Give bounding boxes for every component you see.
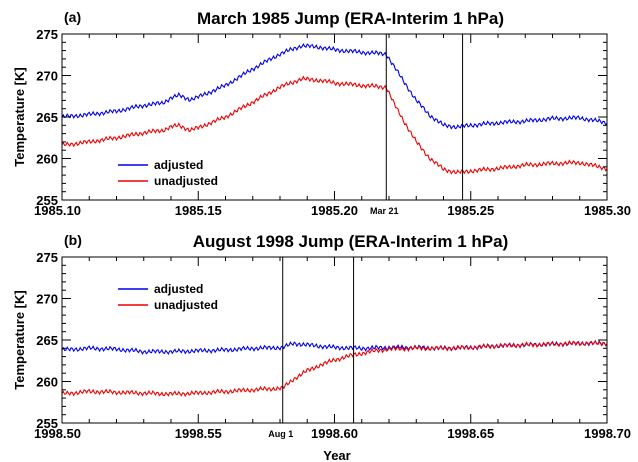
legend-label-adjusted: adjusted: [154, 158, 203, 172]
y-tick-label: 270: [36, 292, 58, 307]
x-tick-label: 1998.60: [311, 426, 358, 441]
y-axis-label: Temperature [K]: [12, 67, 27, 166]
y-tick-label: 265: [36, 110, 58, 125]
x-tick-label: 1998.65: [447, 426, 494, 441]
legend-label-unadjusted: unadjusted: [154, 298, 218, 312]
x-tick-label: 1985.25: [447, 203, 494, 218]
panel-tag: (a): [64, 9, 81, 25]
x-tick-label: 1998.55: [175, 426, 222, 441]
series-line-unadjusted: [62, 339, 607, 398]
event-marker-label: Aug 1: [268, 429, 293, 439]
chart-title: August 1998 Jump (ERA-Interim 1 hPa): [193, 232, 509, 251]
x-tick-label: 1998.50: [34, 426, 81, 441]
series-line-adjusted: [62, 42, 607, 130]
y-tick-label: 275: [36, 27, 58, 42]
x-tick-label: 1998.70: [584, 426, 631, 441]
y-axis-label: Temperature [K]: [12, 290, 27, 389]
x-tick-label: 1985.15: [175, 203, 222, 218]
panel-b: (b) August 1998 Jump (ERA-Interim 1 hPa) T…: [12, 232, 631, 441]
x-tick-label: 1985.20: [311, 203, 358, 218]
series-line-unadjusted: [62, 75, 607, 175]
x-tick-label: 1985.30: [584, 203, 631, 218]
plot-frame: [61, 256, 608, 424]
legend-label-unadjusted: unadjusted: [154, 174, 218, 188]
y-tick-label: 255: [36, 193, 58, 208]
panel-a: (a) March 1985 Jump (ERA-Interim 1 hPa) Te…: [12, 9, 631, 218]
series-line-adjusted: [62, 339, 607, 356]
y-tick-label: 270: [36, 69, 58, 84]
plot-frame: [61, 33, 608, 201]
y-tick-label: 255: [36, 416, 58, 431]
chart-title: March 1985 Jump (ERA-Interim 1 hPa): [197, 9, 504, 28]
y-tick-label: 275: [36, 250, 58, 265]
event-marker-label: Mar 21: [370, 206, 399, 216]
x-axis-label: Year: [323, 448, 350, 462]
y-tick-label: 265: [36, 333, 58, 348]
y-tick-label: 260: [36, 152, 58, 167]
panel-tag: (b): [64, 232, 82, 248]
y-tick-label: 260: [36, 375, 58, 390]
x-tick-label: 1985.10: [34, 203, 81, 218]
legend-label-adjusted: adjusted: [154, 282, 203, 296]
